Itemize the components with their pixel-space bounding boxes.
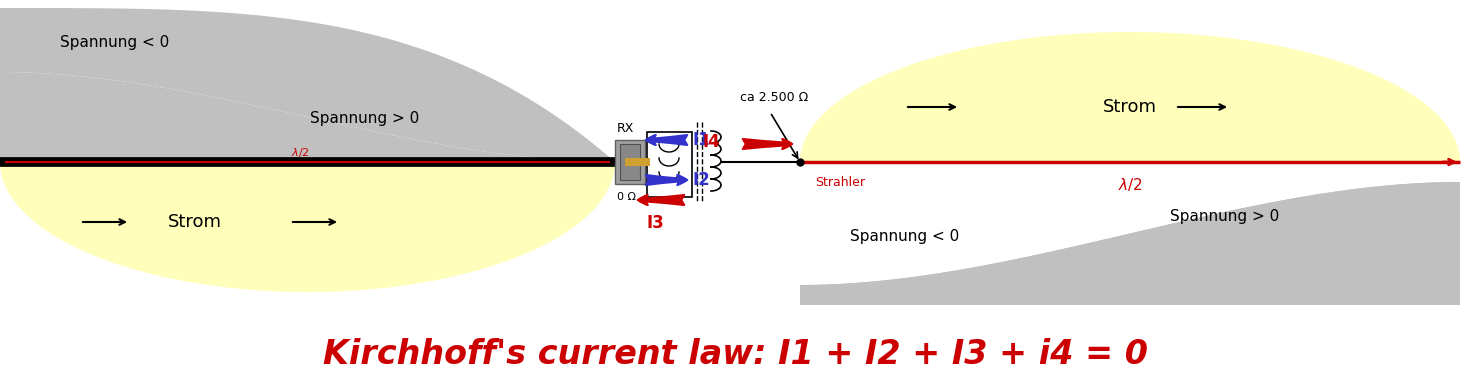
Text: 0 Ω: 0 Ω bbox=[616, 192, 635, 202]
Polygon shape bbox=[0, 162, 615, 292]
Bar bbox=[647, 132, 691, 197]
Text: I3: I3 bbox=[646, 214, 663, 232]
Text: Strom: Strom bbox=[168, 213, 222, 231]
Text: I4: I4 bbox=[702, 133, 719, 151]
Bar bbox=[615, 140, 644, 184]
Text: I2: I2 bbox=[693, 171, 710, 189]
Bar bbox=[625, 158, 650, 166]
Text: $\lambda$/2: $\lambda$/2 bbox=[1118, 176, 1141, 193]
Text: Spannung > 0: Spannung > 0 bbox=[310, 111, 419, 125]
Text: $\lambda$/2: $\lambda$/2 bbox=[291, 146, 309, 159]
Polygon shape bbox=[800, 182, 1461, 305]
Text: Spannung < 0: Spannung < 0 bbox=[60, 35, 169, 50]
Polygon shape bbox=[800, 162, 1461, 305]
Polygon shape bbox=[0, 72, 615, 162]
Polygon shape bbox=[0, 8, 615, 162]
Text: ca 2.500 Ω: ca 2.500 Ω bbox=[740, 91, 808, 104]
Text: Spannung > 0: Spannung > 0 bbox=[1169, 210, 1280, 225]
Text: Spannung < 0: Spannung < 0 bbox=[850, 229, 959, 244]
Polygon shape bbox=[800, 32, 1461, 162]
Text: Strom: Strom bbox=[1103, 98, 1158, 116]
Text: Kirchhoff's current law: I1 + I2 + I3 + i4 = 0: Kirchhoff's current law: I1 + I2 + I3 + … bbox=[324, 338, 1147, 371]
Text: RX: RX bbox=[616, 122, 634, 135]
Text: I1: I1 bbox=[693, 131, 710, 149]
Polygon shape bbox=[800, 162, 1461, 285]
Text: Strahler: Strahler bbox=[815, 176, 865, 189]
Bar bbox=[619, 144, 640, 180]
